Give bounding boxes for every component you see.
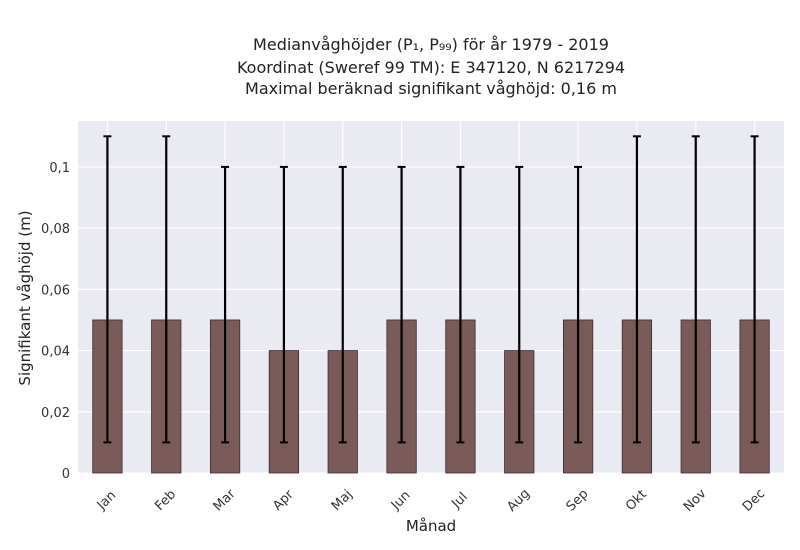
error-bar-maj	[338, 165, 347, 444]
x-tick-label-aug: Aug	[504, 486, 533, 515]
error-bar-jul	[456, 165, 465, 444]
x-tick-label-nov: Nov	[681, 486, 710, 515]
error-bar-jun	[397, 165, 406, 444]
y-tick-label: 0,02	[41, 406, 70, 421]
error-bar-aug	[515, 165, 524, 444]
error-bar-sep	[574, 165, 583, 444]
x-axis-title: Månad	[406, 517, 456, 535]
chart-title-line-3: Maximal beräknad signifikant våghöjd: 0,…	[245, 79, 617, 98]
x-tick-label-mar: Mar	[211, 486, 239, 514]
chart-title-line-1: Medianvåghöjder (P₁, P₉₉) för år 1979 - …	[253, 35, 609, 54]
y-axis-title: Signifikant våghöjd (m)	[16, 210, 34, 385]
x-tick-label-okt: Okt	[623, 487, 650, 514]
x-tick-label-maj: Maj	[329, 487, 356, 514]
error-bar-apr	[279, 165, 288, 444]
y-tick-label: 0,08	[41, 222, 70, 237]
x-tick-label-feb: Feb	[152, 487, 179, 514]
y-tick-label: 0,1	[49, 161, 70, 176]
error-bar-okt	[632, 135, 641, 444]
x-tick-label-jun: Jun	[388, 488, 414, 514]
error-bar-mar	[221, 165, 230, 444]
error-bar-nov	[691, 135, 700, 444]
x-tick-labels: Jan Feb Mar Apr Maj Jun Jul Aug Sep Okt Nov Dec	[94, 486, 768, 515]
error-bar-feb	[162, 135, 171, 444]
chart-title-line-2: Koordinat (Sweref 99 TM): E 347120, N 62…	[236, 58, 626, 77]
error-bars	[103, 135, 759, 444]
x-tick-label-sep: Sep	[564, 487, 592, 515]
plot-background	[78, 121, 784, 473]
error-bar-jan	[103, 135, 112, 444]
y-tick-label: 0	[62, 467, 70, 482]
error-bar-dec	[750, 135, 759, 444]
y-tick-labels: 0 0,02 0,04 0,06 0,08 0,1	[41, 161, 70, 482]
x-tick-label-apr: Apr	[270, 487, 297, 514]
x-tick-label-dec: Dec	[740, 486, 768, 514]
y-tick-label: 0,04	[41, 345, 70, 360]
x-tick-label-jul: Jul	[448, 490, 470, 512]
x-tick-label-jan: Jan	[94, 488, 119, 513]
y-tick-label: 0,06	[41, 283, 70, 298]
